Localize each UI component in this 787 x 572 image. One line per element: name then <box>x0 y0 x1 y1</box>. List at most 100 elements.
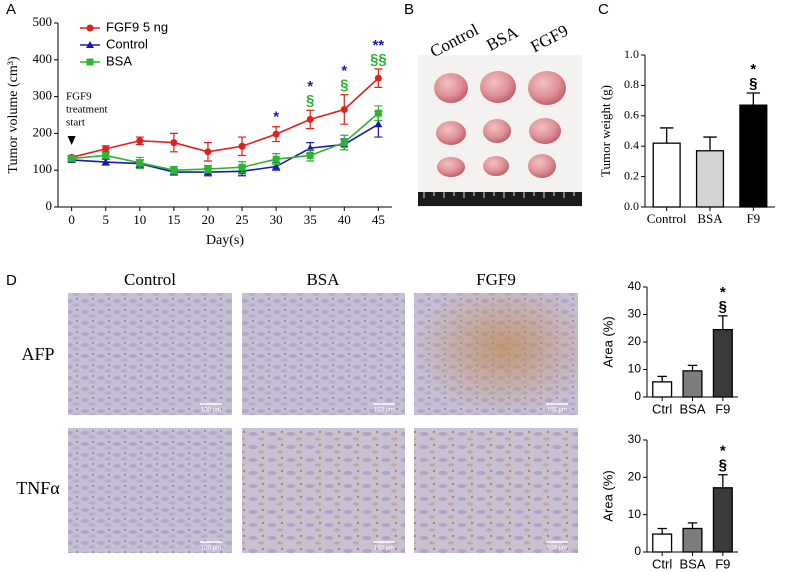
x-tick-label: F9 <box>715 401 730 416</box>
ihc-row-label: TNFα <box>16 478 60 498</box>
x-tick-label: BSA <box>679 401 705 416</box>
x-tick-label: 40 <box>338 212 351 227</box>
scale-bar-label: 100 μm <box>547 408 567 414</box>
error-bar <box>687 364 698 371</box>
bar <box>739 104 768 208</box>
significance-mark: ** <box>373 37 385 54</box>
y-tick-label: 40 <box>628 279 642 293</box>
data-point <box>272 130 280 138</box>
significance-mark: § <box>340 77 348 94</box>
x-tick-label: BSA <box>679 556 705 571</box>
data-point <box>306 151 314 159</box>
x-axis-label: Day(s) <box>206 233 244 248</box>
x-tick-label: BSA <box>697 211 723 226</box>
data-point <box>306 115 314 123</box>
x-tick-label: F9 <box>746 211 760 226</box>
data-point <box>101 158 110 166</box>
photo-label: FGF9 <box>527 21 571 56</box>
bar <box>652 381 673 398</box>
y-tick-label: 100 <box>33 161 53 176</box>
data-point <box>102 151 110 159</box>
series-line <box>71 77 379 159</box>
scale-bar-label: 100 μm <box>547 546 567 552</box>
significance-mark: § <box>306 92 314 109</box>
series-line <box>71 123 379 173</box>
y-tick-label: 0 <box>46 198 53 213</box>
y-tick-label: 0.8 <box>624 77 639 91</box>
bar <box>652 142 681 208</box>
significance-mark: § <box>719 298 727 315</box>
y-tick-label: 200 <box>33 124 53 139</box>
photo-label: BSA <box>483 22 522 55</box>
scale-bar-label: 100 μm <box>374 546 394 552</box>
significance-mark: * <box>720 443 726 460</box>
data-point <box>68 154 76 162</box>
x-tick-label: 35 <box>304 212 317 227</box>
legend-marker <box>86 58 94 66</box>
tumor-photo <box>418 55 582 207</box>
error-bar <box>659 127 674 144</box>
y-tick-label: 300 <box>33 88 53 103</box>
y-tick-label: 0 <box>634 544 641 558</box>
data-point <box>204 148 212 156</box>
data-point <box>136 137 144 145</box>
legend-label: Control <box>106 36 148 51</box>
error-bar <box>687 522 698 529</box>
photo-label: Control <box>427 20 482 61</box>
x-tick-label: Control <box>647 211 687 226</box>
panel-label: A <box>6 1 16 18</box>
data-point <box>238 142 246 150</box>
y-tick-label: 0.4 <box>624 138 639 152</box>
y-axis-label: Area (%) <box>600 470 615 521</box>
y-tick-label: 20 <box>628 334 642 348</box>
data-point <box>374 74 382 82</box>
x-tick-label: 5 <box>102 212 109 227</box>
y-axis-label: Area (%) <box>600 316 615 367</box>
ihc-column-label: Control <box>124 270 176 289</box>
data-point <box>272 155 280 163</box>
ihc-row-label: AFP <box>21 344 54 364</box>
error-bar <box>718 474 728 488</box>
panel-label: C <box>598 1 609 18</box>
legend-label: FGF9 5 ng <box>106 19 168 34</box>
y-tick-label: 0.0 <box>624 199 639 213</box>
y-axis-label: Tumor volume (cm³) <box>6 56 21 174</box>
series-line <box>71 112 379 172</box>
x-tick-label: 30 <box>270 212 283 227</box>
significance-mark: § <box>719 457 727 474</box>
annotation: FGF9 <box>66 91 92 103</box>
significance-mark: * <box>750 61 756 78</box>
x-tick-label: F9 <box>715 556 730 571</box>
significance-mark: * <box>273 109 279 126</box>
error-bar <box>703 136 717 151</box>
bar <box>712 487 733 553</box>
bar <box>682 370 703 398</box>
y-tick-label: 500 <box>33 14 53 29</box>
legend-marker <box>86 41 94 48</box>
y-tick-label: 1.0 <box>624 47 639 61</box>
scale-bar-label: 100 μm <box>374 408 394 414</box>
y-tick-label: 30 <box>628 432 642 446</box>
error-bar <box>746 92 761 106</box>
annotation: start <box>66 117 85 129</box>
bar <box>712 328 733 398</box>
data-point <box>272 162 281 170</box>
data-point <box>340 105 348 113</box>
x-tick-label: 45 <box>372 212 385 227</box>
data-point <box>340 139 348 147</box>
data-point <box>170 166 178 174</box>
data-point <box>374 120 383 128</box>
y-axis-label: Tumor weight (g) <box>598 85 613 177</box>
significance-mark: * <box>720 284 726 301</box>
y-tick-label: 0.6 <box>624 108 639 122</box>
annotation-arrow <box>67 136 76 145</box>
data-point <box>170 139 178 147</box>
data-point <box>136 159 144 167</box>
significance-mark: § <box>749 75 757 92</box>
data-point <box>374 109 382 117</box>
ihc-column-label: BSA <box>306 270 340 289</box>
y-tick-label: 30 <box>628 307 642 321</box>
panel-label: B <box>404 1 414 18</box>
